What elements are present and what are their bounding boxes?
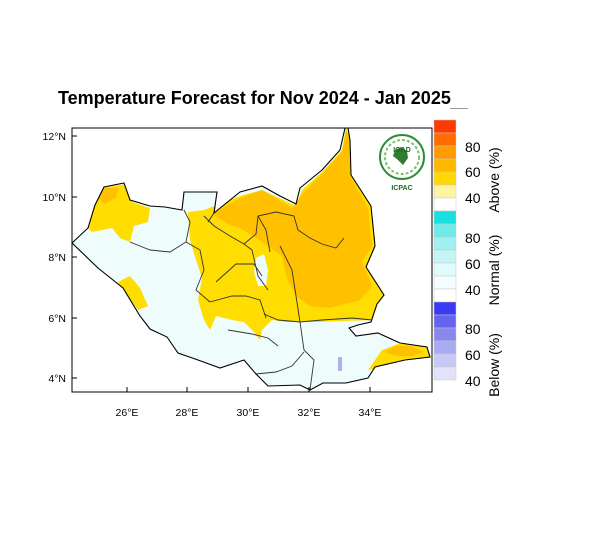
- legend-normal-tick: 40: [465, 282, 481, 298]
- legend-normal-tick: 80: [465, 230, 481, 246]
- legend-swatch: [433, 119, 457, 134]
- above-zone-aweil: [118, 276, 148, 310]
- africa-glyph-icon: [393, 147, 408, 165]
- title-underline: [450, 108, 468, 109]
- lon-tick-label: 26°E: [116, 407, 139, 419]
- lat-tick-label: 12°N: [43, 131, 66, 143]
- legend-above-tick: 40: [465, 190, 481, 206]
- legend-swatch: [433, 184, 457, 199]
- legend-swatch-gap: [433, 288, 457, 303]
- normal-patch-center: [254, 254, 268, 286]
- lat-tick-label: 4°N: [48, 373, 66, 385]
- legend-above-tick: 80: [465, 139, 481, 155]
- below-speck: [338, 357, 342, 371]
- legend-swatch: [433, 353, 457, 368]
- lon-tick-label: 30°E: [237, 407, 260, 419]
- legend-swatch-gap: [433, 197, 457, 212]
- lon-axis: 26°E 28°E 30°E 32°E 34°E: [116, 387, 382, 419]
- legend-normal-tick: 60: [465, 256, 481, 272]
- legend-swatch: [433, 249, 457, 264]
- legend-swatch: [433, 210, 457, 225]
- legend-below-tick: 60: [465, 347, 481, 363]
- legend-swatch: [433, 145, 457, 160]
- legend-swatch: [433, 340, 457, 355]
- above-core-southeast: [384, 346, 424, 356]
- legend-above-tick: 60: [465, 164, 481, 180]
- lat-tick-label: 8°N: [48, 252, 66, 264]
- logo-bottom-text: ICPAC: [391, 185, 412, 192]
- lon-tick-label: 34°E: [359, 407, 382, 419]
- country-outline: [71, 127, 431, 391]
- state-boundaries: [129, 209, 373, 391]
- legend-below-label: Below (%): [486, 333, 502, 397]
- legend-swatch: [433, 314, 457, 329]
- lon-tick-label: 28°E: [176, 407, 199, 419]
- icpac-logo: IGAD ICPAC: [379, 134, 425, 192]
- legend-swatch: [433, 223, 457, 238]
- lat-tick-label: 6°N: [48, 313, 66, 325]
- logo-top-text: IGAD: [393, 147, 411, 154]
- map-title: Temperature Forecast for Nov 2024 - Jan …: [58, 88, 451, 108]
- legend-swatch: [433, 236, 457, 251]
- legend-swatch: [433, 366, 457, 381]
- legend-normal-label: Normal (%): [486, 235, 502, 306]
- lon-tick-label: 32°E: [298, 407, 321, 419]
- legend-colorbar: [433, 119, 457, 381]
- lat-axis: 12°N 10°N 8°N 6°N 4°N: [43, 131, 77, 385]
- legend-swatch: [433, 262, 457, 277]
- legend-swatch: [433, 301, 457, 316]
- legend-below-tick: 40: [465, 373, 481, 389]
- legend-below-tick: 80: [465, 321, 481, 337]
- legend-swatch: [433, 158, 457, 173]
- legend-swatch: [433, 275, 457, 290]
- legend-swatch: [433, 327, 457, 342]
- legend-above-label: Above (%): [486, 147, 502, 212]
- legend-swatch: [433, 132, 457, 147]
- lat-tick-label: 10°N: [43, 192, 66, 204]
- legend-swatch: [433, 171, 457, 186]
- legend-tick-labels: 80 60 40 80 60 40 80 60 40: [465, 139, 481, 389]
- above-core-north: [212, 130, 372, 308]
